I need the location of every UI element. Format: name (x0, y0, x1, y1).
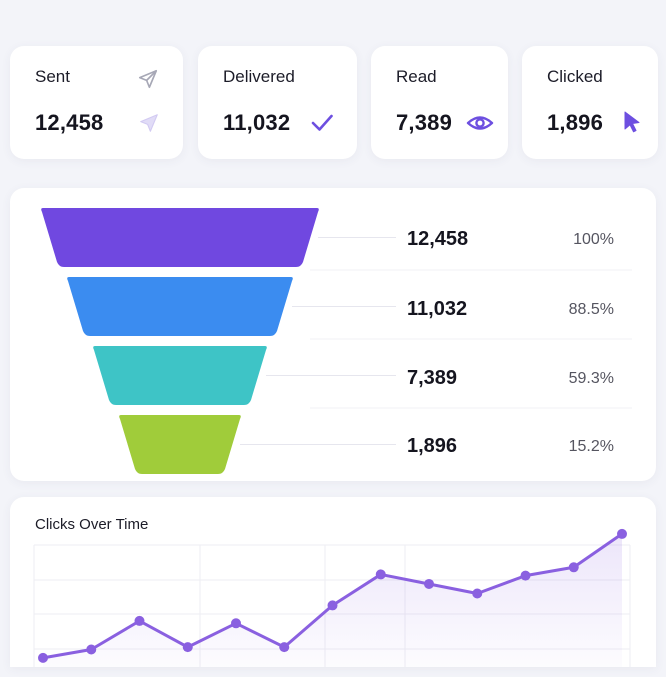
data-point (38, 652, 48, 663)
eye-icon (466, 116, 494, 130)
paper-plane-icon (138, 69, 158, 89)
stat-value-delivered: 11,032 (223, 110, 291, 135)
checkmark-icon (311, 114, 333, 131)
data-point (279, 642, 290, 653)
clicks-line-chart (33, 528, 631, 667)
data-point (231, 618, 241, 629)
funnel-segment (119, 415, 241, 474)
funnel-value: 12,458 (407, 228, 469, 250)
funnel-percent: 59.3% (568, 370, 614, 387)
stat-label-sent: Sent (35, 67, 70, 86)
data-point (520, 570, 531, 581)
funnel-percent: 88.5% (568, 301, 614, 318)
series-area (43, 533, 622, 667)
data-point (617, 528, 627, 539)
data-point (568, 562, 579, 573)
chart-title: Clicks Over Time (35, 516, 149, 533)
stat-card-read: Read 7,389 (371, 46, 508, 159)
funnel-chart (41, 208, 632, 474)
data-point (134, 615, 145, 626)
stat-label-clicked: Clicked (547, 67, 603, 86)
cursor-icon (624, 111, 640, 133)
stat-label-delivered: Delivered (223, 67, 295, 86)
data-point (375, 569, 386, 580)
data-point (327, 600, 338, 611)
clicks-chart-card: Clicks Over Time (10, 497, 656, 667)
stat-card-sent: Sent 12,458 (10, 46, 183, 159)
data-point (182, 642, 193, 653)
funnel-segment (67, 277, 293, 336)
data-point (472, 588, 483, 599)
funnel-segment (41, 208, 319, 267)
funnel-segment (93, 346, 267, 405)
funnel-value: 11,032 (407, 298, 468, 320)
funnel-card: 12,458 100% 11,032 88.5% 7,389 59.3% 1,8… (10, 188, 656, 481)
stat-value-clicked: 1,896 (547, 110, 604, 135)
stat-card-delivered: Delivered 11,032 (198, 46, 357, 159)
stat-label-read: Read (396, 67, 437, 86)
paper-plane-icon (140, 114, 158, 132)
data-point (424, 578, 434, 589)
stat-card-clicked: Clicked 1,896 (522, 46, 658, 159)
funnel-percent: 100% (573, 231, 614, 248)
stat-value-sent: 12,458 (35, 110, 104, 135)
funnel-value: 1,896 (407, 435, 458, 457)
stat-value-read: 7,389 (396, 110, 453, 135)
data-point (86, 644, 97, 655)
funnel-percent: 15.2% (568, 438, 614, 455)
funnel-value: 7,389 (407, 367, 458, 389)
